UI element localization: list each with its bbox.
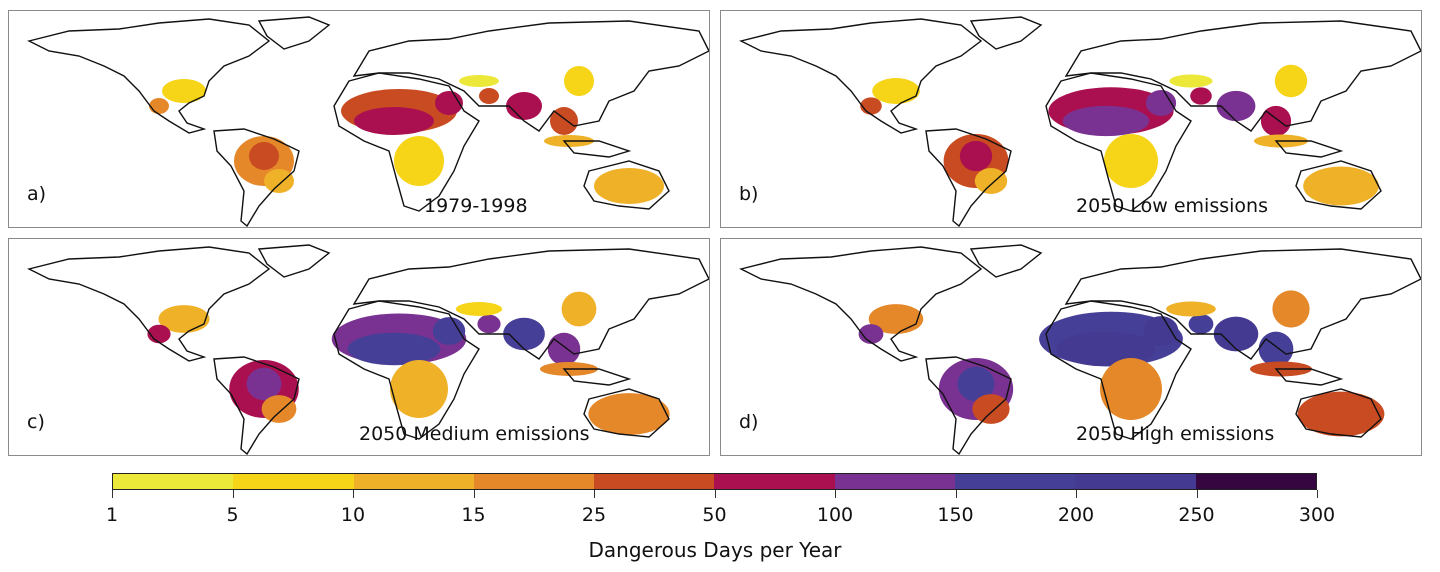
colorbar-tick-label: 150 (937, 504, 974, 526)
heat-region (1303, 166, 1379, 206)
heat-region (506, 92, 542, 120)
heat-region (249, 142, 279, 170)
heat-region (860, 97, 882, 115)
colorbar-tick-label: 15 (461, 504, 486, 526)
colorbar-tick (1317, 490, 1318, 498)
world-map (28, 16, 709, 227)
colorbar-tick-label: 5 (226, 504, 239, 526)
colorbar-tick-label: 1 (105, 504, 119, 526)
colorbar-segment (955, 474, 1076, 489)
world-map (740, 16, 1421, 227)
heat-region (1216, 90, 1256, 122)
colorbar (112, 473, 1317, 490)
heat-region (1104, 134, 1158, 188)
map-panel-d: d) 2050 High emissions (720, 238, 1422, 456)
colorbar-segment (834, 474, 956, 489)
colorbar-segment (353, 474, 474, 489)
colorbar-segment (233, 474, 354, 489)
heat-region (974, 168, 1008, 194)
heat-region (264, 169, 294, 193)
heat-region (1169, 74, 1213, 88)
heat-region (972, 394, 1010, 424)
heat-region (432, 317, 466, 345)
colorbar-title: Dangerous Days per Year (588, 538, 842, 562)
heat-region (1258, 331, 1294, 367)
heat-region (158, 305, 210, 333)
heat-region (1190, 87, 1212, 105)
heat-region (1100, 358, 1162, 420)
heat-region (594, 168, 664, 204)
heat-region (246, 367, 282, 401)
colorbar-tick-label: 10 (340, 504, 366, 526)
panel-title: 1979-1998 (424, 195, 528, 217)
world-map (28, 244, 709, 455)
colorbar-segment (473, 474, 595, 489)
heat-region (564, 66, 594, 96)
colorbar-tick-label: 25 (581, 504, 607, 526)
heat-region (503, 317, 545, 351)
panel-label: a) (27, 183, 47, 205)
colorbar-segment (594, 474, 715, 489)
heat-region (347, 332, 441, 366)
heat-region (1272, 290, 1310, 328)
panel-label: b) (739, 183, 759, 205)
panel-title: 2050 Low emissions (1076, 195, 1268, 217)
colorbar-tick (1076, 490, 1077, 498)
heat-region (858, 324, 884, 344)
colorbar-tick (835, 490, 836, 498)
colorbar-tick (1196, 490, 1198, 498)
colorbar-segment (1075, 474, 1196, 489)
heat-region (394, 136, 444, 186)
panel-label: d) (739, 411, 759, 433)
heat-region (1166, 301, 1216, 317)
heat-region (1056, 331, 1156, 367)
heat-region (261, 395, 297, 423)
colorbar-tick (473, 490, 475, 498)
colorbar-tick (353, 490, 354, 498)
colorbar-tick-label: 250 (1178, 504, 1215, 526)
panel-title: 2050 High emissions (1076, 423, 1275, 445)
heat-region (547, 332, 581, 366)
colorbar-tick (714, 490, 716, 498)
colorbar-tick-label: 50 (702, 504, 727, 526)
colorbar-tick-label: 200 (1057, 504, 1095, 526)
heat-region (477, 314, 501, 334)
colorbar-tick (232, 490, 234, 498)
heat-region (162, 79, 206, 103)
map-panel-c: c) 2050 Medium emissions (8, 238, 710, 456)
colorbar-tick (112, 490, 113, 498)
panel-label: c) (27, 411, 45, 433)
heat-region (390, 360, 448, 418)
heat-region (1062, 105, 1150, 137)
world-map (740, 244, 1421, 455)
heat-region (588, 393, 670, 435)
colorbar-tick-label: 300 (1298, 504, 1336, 526)
panel-title: 2050 Medium emissions (359, 423, 590, 445)
colorbar-tick (955, 490, 957, 498)
heat-region (459, 75, 499, 87)
heat-region (149, 98, 169, 114)
heat-region (479, 88, 499, 104)
colorbar-segment (1195, 474, 1316, 489)
heat-region (1297, 391, 1385, 437)
colorbar-segment (714, 474, 835, 489)
heat-region (561, 291, 597, 327)
heat-region (959, 140, 993, 172)
colorbar-segment (113, 474, 234, 489)
heat-region (455, 302, 503, 316)
heat-region (1213, 316, 1259, 352)
map-panel-a: a) 1979-1998 (8, 10, 710, 228)
heat-region (1274, 64, 1308, 98)
heat-region (1143, 316, 1179, 346)
heat-region (1188, 314, 1214, 334)
colorbar-tick-label: 100 (816, 504, 854, 526)
colorbar-tick (594, 490, 595, 498)
heat-region (354, 107, 434, 135)
heat-region (1145, 90, 1177, 116)
heat-region (872, 78, 920, 104)
heat-region (957, 366, 995, 402)
map-panel-b: b) 2050 Low emissions (720, 10, 1422, 228)
heat-region (1260, 105, 1292, 137)
